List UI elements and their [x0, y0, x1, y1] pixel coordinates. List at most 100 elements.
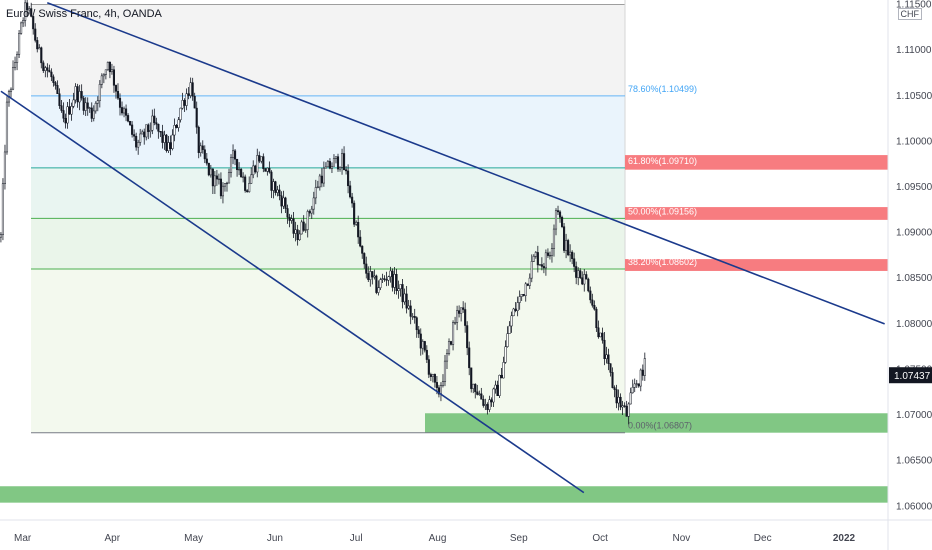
candle-body	[589, 290, 592, 301]
candle-body	[520, 294, 523, 297]
candle-body	[34, 28, 37, 41]
candle-body	[359, 236, 362, 247]
price-tick-label: 1.06000	[896, 501, 932, 512]
candle-body	[137, 142, 140, 148]
candle-body	[64, 117, 67, 124]
candle-body	[197, 126, 200, 153]
candle-body	[76, 86, 79, 103]
support-zone-0	[425, 413, 888, 433]
candle-body	[116, 91, 120, 99]
candle-body	[484, 404, 487, 406]
candle-body	[248, 183, 251, 193]
candle-body	[631, 387, 634, 394]
candle-body	[351, 196, 354, 204]
candle-body	[314, 187, 317, 199]
candle-body	[500, 374, 503, 379]
candle-body	[209, 168, 212, 176]
candle-body	[217, 178, 220, 181]
candle-body	[395, 274, 398, 292]
candle-body	[125, 108, 128, 116]
candle-body	[480, 393, 483, 400]
candle-body	[353, 202, 356, 225]
candle-body	[522, 294, 525, 296]
candle-body	[72, 99, 75, 107]
candle-body	[106, 61, 109, 71]
candle-body	[389, 270, 392, 278]
candle-body	[611, 372, 614, 388]
candle-body	[328, 161, 331, 169]
candle-body	[278, 189, 281, 197]
candle-body	[561, 217, 564, 227]
candle-body	[139, 133, 142, 143]
candle-body	[601, 332, 604, 341]
price-tick-label: 1.06500	[896, 456, 932, 467]
candle-body	[532, 255, 535, 262]
candle-body	[274, 181, 277, 193]
candle-body	[68, 106, 71, 115]
candle-body	[127, 115, 130, 122]
candle-body	[98, 84, 101, 101]
candle-body	[221, 185, 225, 197]
candle-body	[524, 283, 527, 296]
candle-body	[361, 245, 364, 254]
candle-body	[478, 393, 481, 395]
candle-body	[637, 383, 640, 387]
candle-body	[308, 211, 311, 214]
candle-body	[492, 388, 495, 403]
candle-body	[242, 176, 245, 178]
candle-body	[387, 276, 390, 281]
candle-body	[332, 158, 336, 167]
candle-body	[316, 186, 319, 188]
candle-body	[26, 2, 29, 11]
candle-body	[122, 108, 126, 114]
time-tick-label: Sep	[510, 533, 528, 544]
candle-body	[403, 293, 406, 303]
fib-label-0: 78.60%(1.10499)	[628, 84, 697, 94]
candle-body	[413, 316, 416, 318]
candle-body	[437, 387, 440, 395]
candle-body	[215, 175, 218, 180]
candle-body	[171, 134, 174, 149]
candle-body	[92, 110, 95, 119]
candle-body	[391, 270, 394, 288]
candle-body	[298, 233, 301, 241]
candle-body	[336, 156, 340, 170]
candle-body	[577, 270, 580, 278]
candle-body	[528, 277, 531, 286]
candle-body	[30, 8, 33, 17]
candle-body	[423, 341, 426, 351]
candle-body	[234, 150, 237, 160]
candle-body	[163, 134, 166, 143]
candle-body	[641, 369, 644, 376]
candle-body	[449, 341, 453, 345]
candle-body	[558, 211, 562, 218]
candle-body	[282, 197, 285, 207]
candle-body	[373, 275, 376, 278]
candle-body	[260, 156, 263, 162]
candle-body	[195, 107, 198, 128]
candle-body	[441, 381, 445, 386]
candle-body	[433, 374, 436, 383]
candle-body	[219, 178, 222, 197]
candle-body	[185, 93, 188, 106]
candle-body	[581, 277, 584, 285]
candle-body	[552, 228, 556, 249]
candle-body	[250, 174, 253, 184]
candle-body	[102, 74, 105, 77]
candle-body	[427, 359, 430, 375]
time-tick-label: Aug	[429, 533, 447, 544]
time-tick-label: Jul	[350, 533, 363, 544]
candle-body	[207, 162, 210, 176]
fib-label-3: 38.20%(1.08602)	[628, 257, 697, 267]
currency-badge[interactable]: CHF	[897, 8, 922, 20]
candle-body	[365, 263, 368, 274]
candle-body	[292, 218, 295, 234]
candle-body	[435, 382, 438, 388]
candle-body	[518, 296, 521, 303]
candle-body	[490, 399, 493, 403]
candle-body	[120, 107, 124, 114]
candle-body	[229, 157, 233, 173]
candle-body	[569, 251, 572, 256]
candle-body	[40, 47, 43, 64]
